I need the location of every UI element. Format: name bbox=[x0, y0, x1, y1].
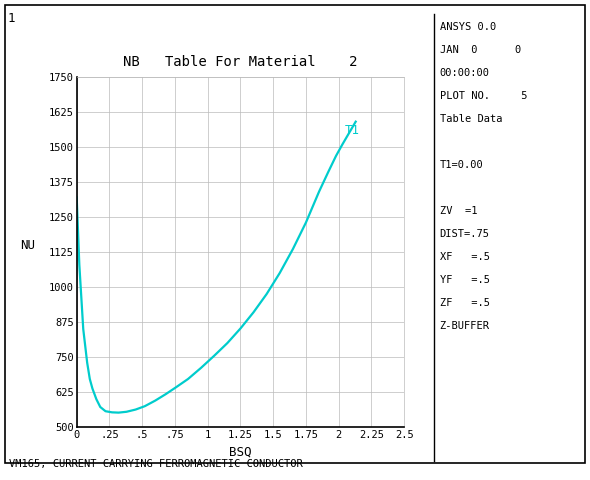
Text: Table Data: Table Data bbox=[440, 114, 502, 124]
Text: ANSYS 0.0: ANSYS 0.0 bbox=[440, 22, 496, 32]
Text: JAN  0      0: JAN 0 0 bbox=[440, 45, 521, 55]
Title: NB   Table For Material    2: NB Table For Material 2 bbox=[123, 55, 358, 69]
Text: T1=0.00: T1=0.00 bbox=[440, 160, 483, 170]
Text: YF   =.5: YF =.5 bbox=[440, 275, 490, 285]
Text: ZF   =.5: ZF =.5 bbox=[440, 298, 490, 308]
X-axis label: BSQ: BSQ bbox=[229, 445, 252, 458]
Text: ZV  =1: ZV =1 bbox=[440, 206, 477, 216]
Text: DIST=.75: DIST=.75 bbox=[440, 229, 490, 239]
Text: VM165, CURRENT CARRYING FERROMAGNETIC CONDUCTOR: VM165, CURRENT CARRYING FERROMAGNETIC CO… bbox=[9, 459, 303, 469]
Text: XF   =.5: XF =.5 bbox=[440, 252, 490, 262]
Text: PLOT NO.     5: PLOT NO. 5 bbox=[440, 91, 527, 101]
Text: Z-BUFFER: Z-BUFFER bbox=[440, 321, 490, 331]
Y-axis label: NU: NU bbox=[21, 239, 35, 252]
Text: 00:00:00: 00:00:00 bbox=[440, 68, 490, 78]
Text: T1: T1 bbox=[345, 123, 360, 137]
Text: 1: 1 bbox=[8, 12, 15, 25]
